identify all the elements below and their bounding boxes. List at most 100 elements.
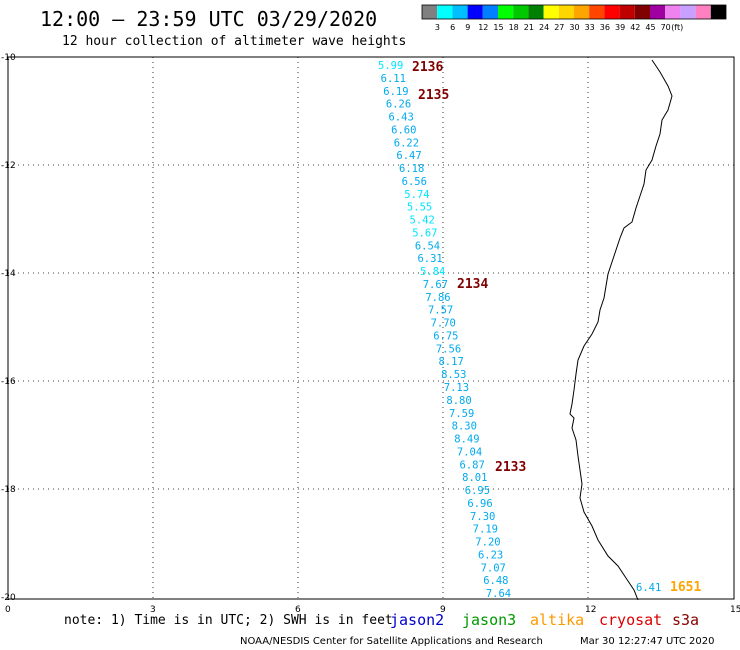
map-frame <box>7 56 735 600</box>
x-tick-label: 3 <box>150 605 156 615</box>
pass-labels: 2136 2135 2134 2133 1651 <box>412 60 701 595</box>
scale-border <box>421 4 727 20</box>
y-tick-label: -14 <box>1 269 16 279</box>
swh-value: 8.80 <box>446 395 471 407</box>
x-tick-label: 9 <box>440 605 446 615</box>
x-tick-label: 6 <box>295 605 301 615</box>
swh-value: 6.54 <box>415 240 440 252</box>
swh-value: 7.19 <box>473 524 498 536</box>
swh-value: 6.11 <box>381 73 406 85</box>
scale-swatch <box>650 5 666 19</box>
swh-value: 7.07 <box>481 562 506 574</box>
satellite-name: cryosat <box>599 611 662 629</box>
swh-value: 6.18 <box>399 163 424 175</box>
swh-value: 6.47 <box>396 150 421 162</box>
scale-swatch <box>619 5 635 19</box>
scale-label: 12 <box>478 23 488 32</box>
swh-value: 7.30 <box>470 511 495 523</box>
satellite-name: altika <box>530 611 584 629</box>
scale-swatch <box>513 5 529 19</box>
swh-value: 7.59 <box>449 408 474 420</box>
y-tick-label: -20 <box>1 593 16 603</box>
scale-label: 6 <box>450 23 455 32</box>
scale-label: (ft) <box>671 23 683 32</box>
scale-swatch <box>498 5 514 19</box>
scale-label: 3 <box>435 23 440 32</box>
scale-swatch <box>604 5 620 19</box>
scale-swatch <box>482 5 498 19</box>
satellite-name: s3a <box>672 611 699 629</box>
swh-value: 5.74 <box>404 189 429 201</box>
scale-swatch <box>574 5 590 19</box>
swh-value: 6.31 <box>417 253 442 265</box>
scale-swatch <box>437 5 453 19</box>
scale-label: 39 <box>615 23 625 32</box>
scale-swatch <box>467 5 483 19</box>
swh-value: 7.86 <box>425 292 450 304</box>
scale-swatch <box>695 5 711 19</box>
swh-value: 5.67 <box>412 227 437 239</box>
swh-value: 6.26 <box>386 99 411 111</box>
swh-value: 7.64 <box>486 588 511 600</box>
scale-label: 42 <box>630 23 640 32</box>
swh-value: 6.60 <box>391 124 416 136</box>
scale-label: 24 <box>539 23 549 32</box>
scale-label: 36 <box>600 23 610 32</box>
scale-swatch <box>634 5 650 19</box>
page-subtitle: 12 hour collection of altimeter wave hei… <box>62 34 406 49</box>
credit-source: NOAA/NESDIS Center for Satellite Applica… <box>240 636 543 647</box>
swh-value: 8.30 <box>452 421 477 433</box>
swh-value: 8.53 <box>441 369 466 381</box>
swh-value: 7.56 <box>436 343 461 355</box>
swh-value: 8.01 <box>462 472 487 484</box>
swh-value: 8.17 <box>438 356 463 368</box>
swh-value: 6.87 <box>460 459 485 471</box>
swh-value: 7.20 <box>475 537 500 549</box>
scale-label: 9 <box>465 23 470 32</box>
scale-swatch <box>452 5 468 19</box>
map-border <box>7 56 735 600</box>
swh-value: 6.48 <box>483 575 508 587</box>
credit-timestamp: Mar 30 12:27:47 UTC 2020 <box>580 636 715 647</box>
swh-value: 7.13 <box>444 382 469 394</box>
x-tick-label: 12 <box>585 605 596 615</box>
pass-label: 2136 <box>412 60 443 75</box>
scale-label: 70 <box>661 23 671 32</box>
swh-value: 6.43 <box>389 112 414 124</box>
swh-value: 8.49 <box>454 434 479 446</box>
swh-value: 6.96 <box>467 498 492 510</box>
pass-label: 2134 <box>457 277 488 292</box>
swh-value: 5.84 <box>420 266 445 278</box>
y-tick-label: -10 <box>1 53 16 63</box>
scale-swatch <box>710 5 726 19</box>
scale-label: 15 <box>493 23 503 32</box>
scale-label: 33 <box>585 23 595 32</box>
scale-label: 18 <box>509 23 519 32</box>
scale-swatch <box>528 5 544 19</box>
swh-value: 5.99 <box>378 60 403 72</box>
scale-swatch <box>422 5 438 19</box>
swh-value: 7.67 <box>423 279 448 291</box>
scale-label: 21 <box>524 23 534 32</box>
scale-swatch <box>543 5 559 19</box>
scale-label: 27 <box>554 23 564 32</box>
coastline <box>569 59 673 601</box>
page-title: 12:00 – 23:59 UTC 03/29/2020 <box>40 7 377 31</box>
pass-label: 2135 <box>418 88 449 103</box>
satellite-legend: jason2 jason3 altika cryosat s3a <box>390 611 699 629</box>
x-tick-label: 0 <box>5 605 11 615</box>
swh-value: 6.75 <box>433 330 458 342</box>
axis-ticks: 0 3 6 9 12 15 -10 -12 -14 -16 -18 -20 <box>1 53 740 615</box>
swh-value: 5.42 <box>410 215 435 227</box>
swh-value: 6.56 <box>402 176 427 188</box>
scale-swatch <box>558 5 574 19</box>
swh-value: 5.55 <box>407 202 432 214</box>
satellite-name: jason2 <box>390 611 444 629</box>
scale-swatch <box>589 5 605 19</box>
scale-label: 30 <box>569 23 579 32</box>
color-scale-legend: 3 6 9 12 15 18 21 24 27 30 33 36 39 42 45 70 (ft) <box>421 4 727 32</box>
swh-value: 7.04 <box>457 446 482 458</box>
swh-value: 7.70 <box>431 318 456 330</box>
y-tick-label: -12 <box>1 161 16 171</box>
swh-value: 6.19 <box>383 86 408 98</box>
